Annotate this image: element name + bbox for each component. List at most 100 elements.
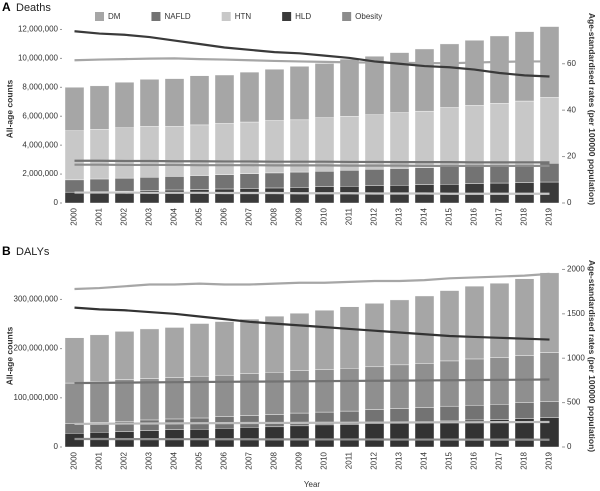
bar-segment bbox=[314, 186, 335, 204]
legend-label: DM bbox=[108, 12, 121, 21]
x-tick-label: 2006 bbox=[220, 207, 229, 225]
x-tick-label: 2001 bbox=[95, 451, 104, 469]
bar-segment bbox=[514, 100, 535, 165]
bar-segment bbox=[289, 370, 310, 414]
bar-segment bbox=[389, 112, 410, 169]
panel-title: Deaths bbox=[16, 2, 51, 14]
y-axis-title: All-age counts bbox=[4, 79, 14, 138]
bar-segment bbox=[89, 129, 110, 180]
bar-segment bbox=[439, 166, 460, 185]
bar-segment bbox=[539, 97, 560, 164]
x-tick-label: 2000 bbox=[70, 451, 79, 469]
x-tick-label: 2005 bbox=[195, 451, 204, 469]
bar-segment bbox=[464, 404, 485, 421]
bar-segment bbox=[439, 43, 460, 108]
bar-segment bbox=[464, 285, 485, 360]
panel-label: B bbox=[2, 244, 11, 258]
bar-segment bbox=[64, 191, 85, 204]
x-tick-label: 2015 bbox=[445, 207, 454, 225]
bar-segment bbox=[264, 372, 285, 415]
y2-tick-label: 2000 bbox=[567, 265, 585, 274]
y2-tick-label: 60 bbox=[567, 59, 576, 68]
y2-tick-label: 1000 bbox=[567, 353, 585, 362]
y2-tick-label: 1500 bbox=[567, 309, 585, 318]
rate-line bbox=[74, 57, 550, 65]
bar-segment bbox=[464, 40, 485, 106]
bar-segment bbox=[464, 419, 485, 448]
y2-tick-label: 40 bbox=[567, 105, 576, 114]
bar-segment bbox=[414, 363, 435, 408]
legend-swatch bbox=[151, 12, 161, 21]
bar-segment bbox=[364, 56, 385, 115]
bar-segment bbox=[64, 337, 85, 384]
bar-segment bbox=[214, 123, 235, 175]
x-tick-label: 2013 bbox=[395, 207, 404, 225]
bar-segment bbox=[439, 420, 460, 448]
bar-segment bbox=[114, 127, 135, 179]
bar-segment bbox=[264, 414, 285, 428]
bar-segment bbox=[539, 272, 560, 353]
bar-segment bbox=[114, 379, 135, 422]
bar-segment bbox=[139, 378, 160, 421]
bar-segment bbox=[339, 170, 360, 187]
legend-label: Obesity bbox=[355, 12, 382, 21]
x-tick-label: 2007 bbox=[245, 207, 254, 225]
y-tick-label: 8,000,000 bbox=[22, 82, 58, 91]
bar-segment bbox=[164, 327, 185, 378]
bar-segment bbox=[514, 278, 535, 356]
bar-segment bbox=[389, 364, 410, 409]
legend-swatch bbox=[221, 12, 231, 21]
bar-segment bbox=[139, 419, 160, 431]
x-tick-label: 2000 bbox=[70, 207, 79, 225]
y-tick-label: 4,000,000 bbox=[22, 140, 58, 149]
bar-segment bbox=[314, 117, 335, 172]
x-tick-label: 2011 bbox=[345, 451, 354, 469]
y2-tick-label: 0 bbox=[567, 198, 572, 207]
x-tick-label: 2015 bbox=[445, 451, 454, 469]
x-tick-label: 2012 bbox=[370, 451, 379, 469]
bar-segment bbox=[539, 401, 560, 418]
bar-segment bbox=[389, 422, 410, 448]
bar-segment bbox=[264, 315, 285, 373]
bar-segment bbox=[164, 126, 185, 177]
bar-segment bbox=[364, 366, 385, 410]
rate-line bbox=[74, 420, 550, 426]
bar-segment bbox=[239, 415, 260, 428]
bar-segment bbox=[189, 75, 210, 126]
bar-segment bbox=[239, 318, 260, 374]
x-tick-label: 2005 bbox=[195, 207, 204, 225]
x-tick-label: 2019 bbox=[545, 207, 554, 225]
x-tick-label: 2010 bbox=[320, 207, 329, 225]
bar-segment bbox=[314, 63, 335, 118]
bar-segment bbox=[339, 424, 360, 448]
bar-segment bbox=[64, 382, 85, 424]
x-tick-label: 2017 bbox=[495, 451, 504, 469]
x-tick-label: 2008 bbox=[270, 451, 279, 469]
bar-segment bbox=[489, 419, 510, 448]
bar-segment bbox=[414, 110, 435, 168]
x-tick-label: 2014 bbox=[420, 207, 429, 225]
x-tick-label: 2003 bbox=[145, 207, 154, 225]
bar-segment bbox=[364, 423, 385, 448]
x-tick-label: 2014 bbox=[420, 451, 429, 469]
bar-segment bbox=[439, 405, 460, 422]
bar-segment bbox=[114, 331, 135, 380]
bar-segment bbox=[164, 78, 185, 127]
y-axis-title: All-age counts bbox=[4, 326, 14, 385]
bar-segment bbox=[114, 177, 135, 192]
bar-segment bbox=[264, 426, 285, 448]
y-tick-label: 2,000,000 bbox=[22, 169, 58, 178]
bar-segment bbox=[264, 187, 285, 204]
bar-segment bbox=[64, 87, 85, 131]
bar-segment bbox=[214, 74, 235, 124]
bar-segment bbox=[64, 179, 85, 193]
bar-segment bbox=[464, 165, 485, 184]
bar-segment bbox=[189, 175, 210, 190]
bar-segment bbox=[189, 124, 210, 176]
bar-segment bbox=[339, 58, 360, 117]
x-tick-label: 2001 bbox=[95, 207, 104, 225]
bar-segment bbox=[289, 187, 310, 204]
bar-segment bbox=[289, 425, 310, 448]
bar-segment bbox=[414, 295, 435, 364]
bar-segment bbox=[139, 328, 160, 379]
